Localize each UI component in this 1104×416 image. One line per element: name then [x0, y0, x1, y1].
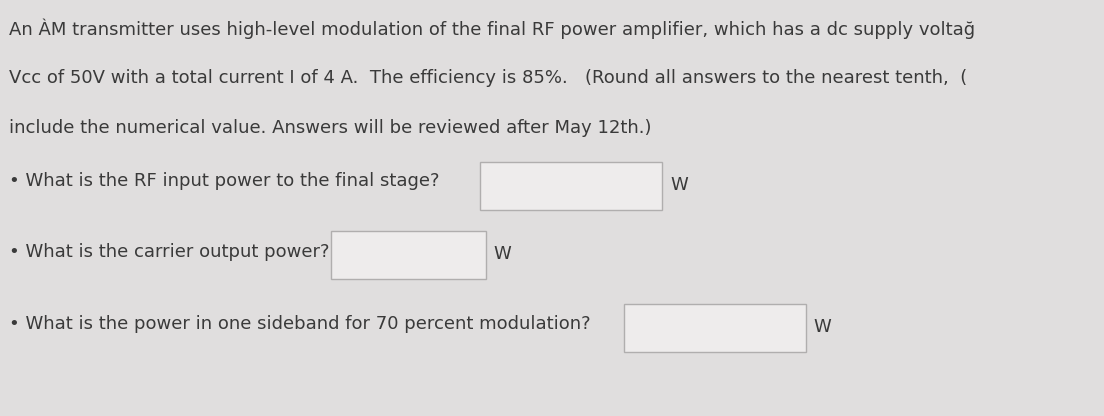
Text: • What is the power in one sideband for 70 percent modulation?: • What is the power in one sideband for … [9, 315, 591, 334]
FancyBboxPatch shape [480, 162, 662, 210]
Text: • What is the carrier output power?: • What is the carrier output power? [9, 243, 329, 261]
Text: An ÀM transmitter uses high-level modulation of the final RF power amplifier, wh: An ÀM transmitter uses high-level modula… [9, 19, 975, 39]
Text: • What is the RF input power to the final stage?: • What is the RF input power to the fina… [9, 172, 439, 190]
Text: include the numerical value. Answers will be reviewed after May 12th.): include the numerical value. Answers wil… [9, 119, 651, 136]
Text: Vcc of 50V with a total current I of 4 A.  The efficiency is 85%.   (Round all a: Vcc of 50V with a total current I of 4 A… [9, 69, 967, 87]
Text: W: W [670, 176, 688, 194]
Text: W: W [493, 245, 511, 263]
Text: W: W [814, 317, 831, 336]
FancyBboxPatch shape [624, 304, 806, 352]
FancyBboxPatch shape [331, 231, 486, 279]
